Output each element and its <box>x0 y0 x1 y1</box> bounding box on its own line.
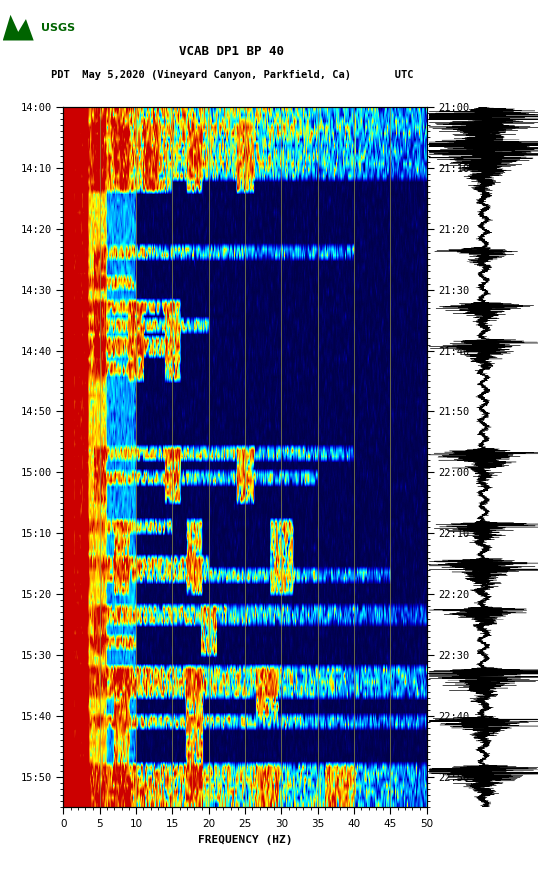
X-axis label: FREQUENCY (HZ): FREQUENCY (HZ) <box>198 835 293 845</box>
Text: PDT  May 5,2020 (Vineyard Canyon, Parkfield, Ca)       UTC: PDT May 5,2020 (Vineyard Canyon, Parkfie… <box>51 70 413 80</box>
Text: VCAB DP1 BP 40: VCAB DP1 BP 40 <box>179 45 284 58</box>
Polygon shape <box>3 15 34 40</box>
Text: USGS: USGS <box>41 22 76 33</box>
